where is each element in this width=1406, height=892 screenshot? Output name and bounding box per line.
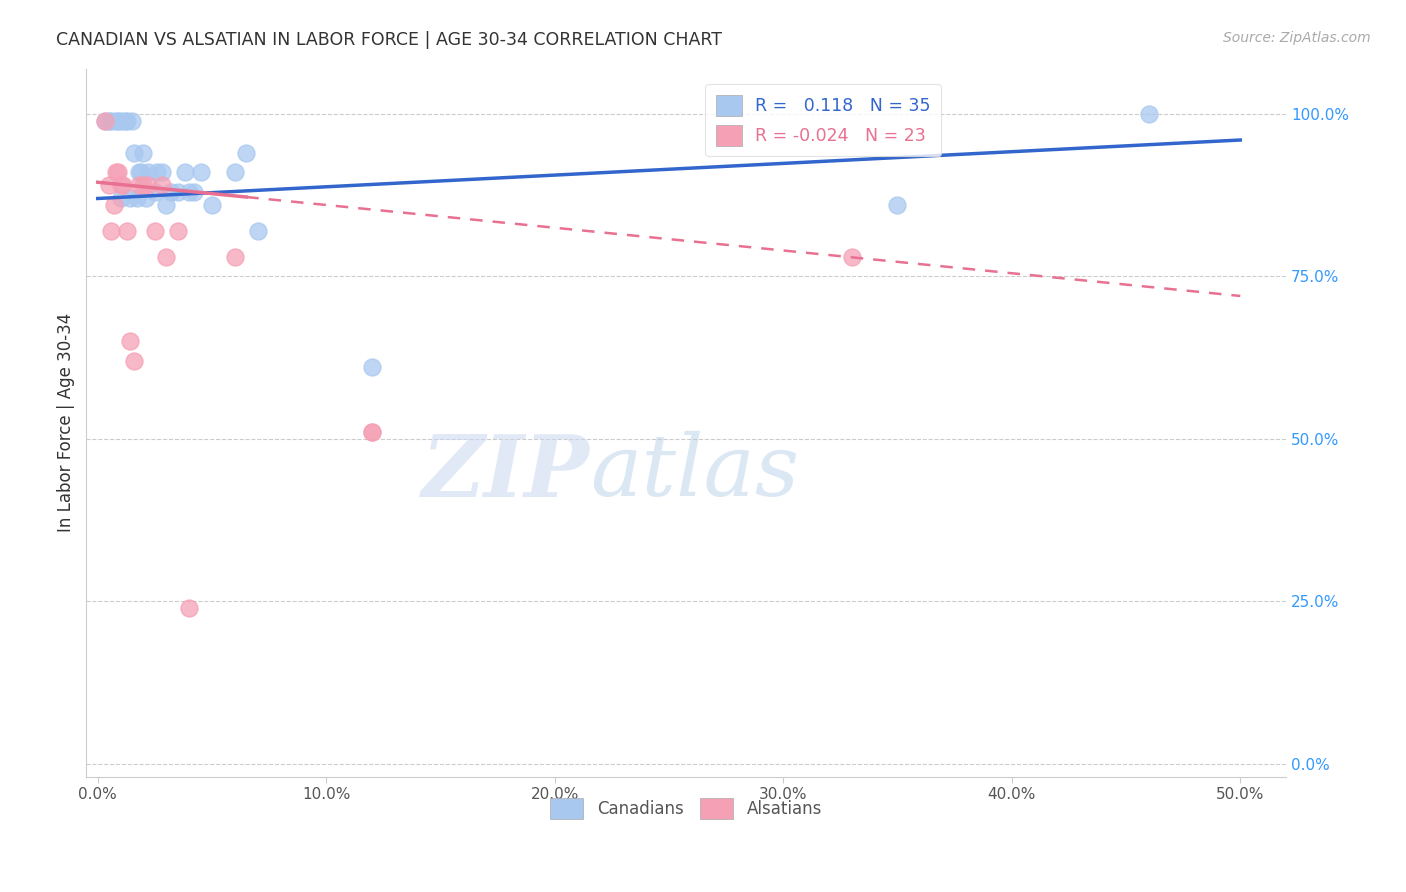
Point	[886, 198, 908, 212]
Point	[107, 165, 129, 179]
Point	[100, 224, 122, 238]
Point	[224, 165, 246, 179]
Point	[179, 601, 201, 615]
Point	[841, 250, 863, 264]
Point	[110, 113, 132, 128]
Point	[136, 165, 159, 179]
Point	[361, 425, 384, 440]
Point	[150, 165, 173, 179]
Point	[155, 198, 177, 212]
Legend: Canadians, Alsatians: Canadians, Alsatians	[543, 791, 830, 825]
Point	[136, 178, 159, 193]
Point	[110, 178, 132, 193]
Point	[143, 224, 166, 238]
Point	[173, 165, 195, 179]
Text: ZIP: ZIP	[422, 431, 591, 514]
Point	[143, 185, 166, 199]
Point	[128, 165, 150, 179]
Point	[98, 178, 121, 193]
Point	[150, 178, 173, 193]
Point	[160, 185, 183, 199]
Point	[235, 146, 257, 161]
Point	[110, 192, 132, 206]
Point	[107, 113, 129, 128]
Point	[190, 165, 212, 179]
Point	[121, 113, 143, 128]
Point	[118, 334, 141, 349]
Point	[103, 198, 125, 212]
Point	[111, 178, 134, 193]
Point	[98, 113, 121, 128]
Point	[117, 224, 139, 238]
Point	[224, 250, 246, 264]
Point	[105, 165, 128, 179]
Point	[100, 113, 122, 128]
Point	[125, 192, 148, 206]
Point	[246, 224, 269, 238]
Point	[201, 198, 224, 212]
Point	[183, 185, 205, 199]
Point	[166, 185, 188, 199]
Point	[129, 165, 152, 179]
Point	[93, 113, 115, 128]
Point	[105, 113, 128, 128]
Point	[117, 113, 139, 128]
Point	[155, 250, 177, 264]
Point	[93, 113, 115, 128]
Point	[124, 354, 146, 368]
Point	[361, 425, 384, 440]
Y-axis label: In Labor Force | Age 30-34: In Labor Force | Age 30-34	[58, 313, 75, 533]
Point	[132, 146, 155, 161]
Text: Source: ZipAtlas.com: Source: ZipAtlas.com	[1223, 31, 1371, 45]
Point	[114, 113, 136, 128]
Point	[166, 224, 188, 238]
Point	[135, 192, 157, 206]
Point	[1137, 107, 1160, 121]
Point	[118, 192, 141, 206]
Point	[146, 165, 169, 179]
Point	[179, 185, 201, 199]
Point	[361, 360, 384, 375]
Point	[128, 178, 150, 193]
Text: atlas: atlas	[591, 431, 799, 514]
Text: CANADIAN VS ALSATIAN IN LABOR FORCE | AGE 30-34 CORRELATION CHART: CANADIAN VS ALSATIAN IN LABOR FORCE | AG…	[56, 31, 723, 49]
Point	[132, 178, 155, 193]
Point	[124, 146, 146, 161]
